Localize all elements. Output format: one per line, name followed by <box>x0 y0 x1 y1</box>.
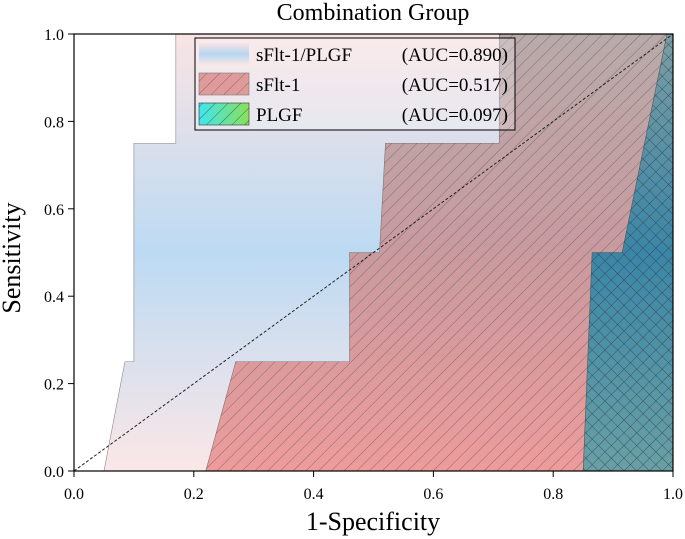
x-tick-label: 1.0 <box>663 486 683 503</box>
area-plgf-hatch-b <box>583 34 673 471</box>
y-tick-label: 0.0 <box>44 464 64 481</box>
y-axis-label: Sensitivity <box>0 202 26 313</box>
chart-title: Combination Group <box>277 0 470 26</box>
y-tick-label: 0.4 <box>44 289 64 306</box>
reference-diagonal <box>74 34 673 471</box>
legend-label-plgf: PLGF <box>256 105 302 126</box>
y-tick-label: 0.2 <box>44 377 64 394</box>
x-tick-label: 0.0 <box>64 486 84 503</box>
legend-label-ratio: sFlt-1/PLGF <box>256 45 352 66</box>
y-tick-label: 0.8 <box>44 114 64 131</box>
legend-auc-ratio: (AUC=0.890) <box>402 45 508 66</box>
y-axis-ticks: 0.0 0.2 0.4 0.6 0.8 1.0 <box>44 27 74 481</box>
x-axis-ticks: 0.0 0.2 0.4 0.6 0.8 1.0 <box>64 471 683 503</box>
x-axis-label: 1-Specificity <box>306 507 440 536</box>
plot-frame <box>73 33 674 472</box>
x-tick-label: 0.8 <box>543 486 563 503</box>
y-tick-label: 0.6 <box>44 202 64 219</box>
x-tick-label: 0.4 <box>304 486 324 503</box>
legend: sFlt-1/PLGF (AUC=0.890) sFlt-1 (AUC=0.51… <box>194 37 516 131</box>
x-tick-label: 0.2 <box>184 486 204 503</box>
legend-swatch-ratio <box>199 43 249 65</box>
y-tick-label: 1.0 <box>44 27 64 44</box>
legend-label-sflt1: sFlt-1 <box>256 75 300 96</box>
x-tick-label: 0.6 <box>423 486 443 503</box>
legend-auc-sflt1: (AUC=0.517) <box>402 75 508 96</box>
plot-area <box>74 34 673 471</box>
legend-auc-plgf: (AUC=0.097) <box>402 105 508 126</box>
area-sflt1-hatch <box>205 34 673 471</box>
